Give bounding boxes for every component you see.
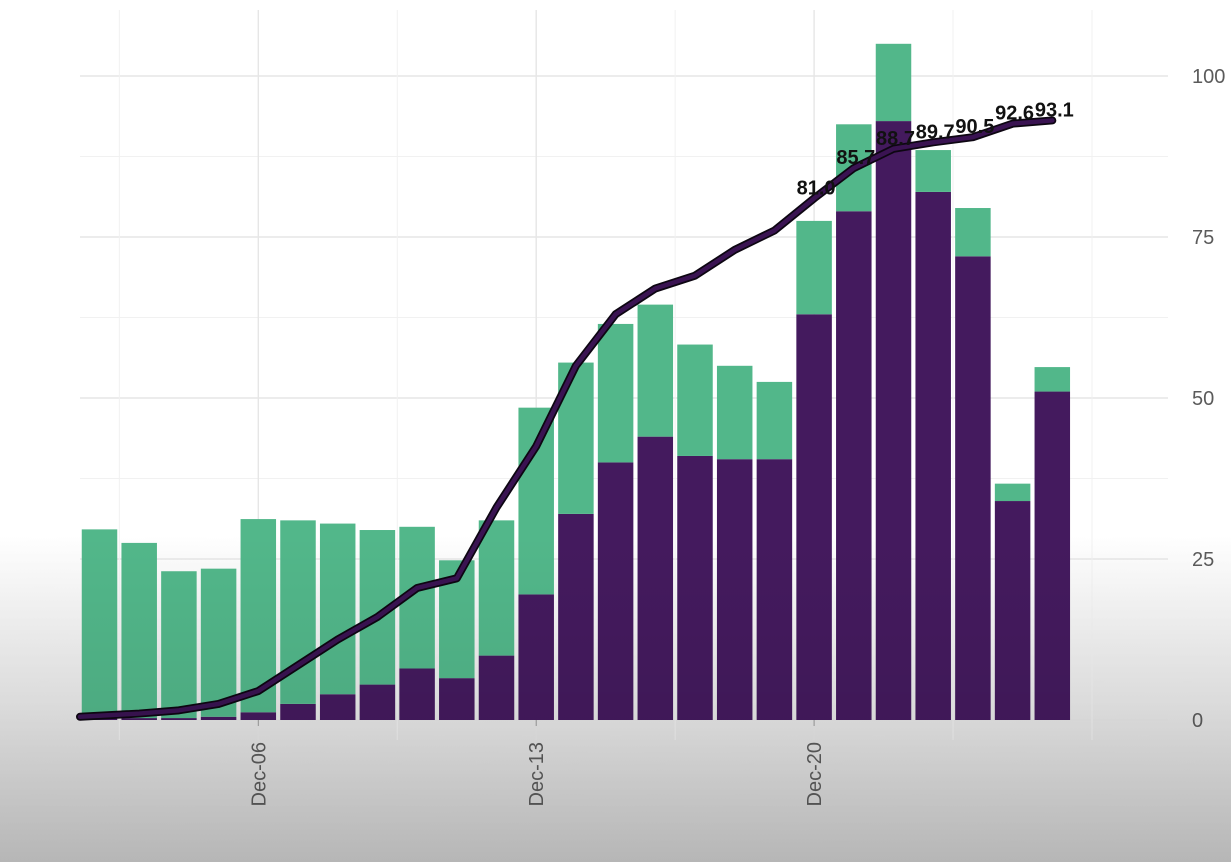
- y-tick-label: 25: [1192, 549, 1214, 571]
- x-tick-label: Dec-13: [526, 742, 548, 806]
- y-tick-label: 0: [1192, 710, 1203, 732]
- x-tick-label: Dec-20: [804, 742, 826, 806]
- bar-segment-upper: [81, 529, 118, 719]
- bar-segment-lower: [994, 501, 1031, 720]
- bar-segment-upper: [756, 381, 793, 460]
- y-tick-label: 75: [1192, 227, 1214, 249]
- bar-segment-lower: [200, 716, 237, 720]
- bar-segment-upper: [1034, 367, 1071, 392]
- bar-segment-lower: [756, 459, 793, 720]
- data-label: 90.5: [955, 116, 994, 138]
- data-label: 92.6: [995, 103, 1034, 125]
- bar-segment-lower: [796, 314, 832, 720]
- bar-segment-lower: [399, 668, 435, 720]
- bar-segment-lower: [121, 718, 157, 720]
- bar-segment-upper: [200, 568, 237, 717]
- data-label: 88.7: [876, 128, 915, 150]
- bar-segment-lower: [161, 718, 197, 720]
- bar-segment-lower: [915, 191, 951, 721]
- bar-segment-upper: [915, 150, 951, 192]
- x-tick-label: Dec-06: [248, 742, 270, 806]
- data-label: 93.1: [1035, 99, 1074, 121]
- bar-segment-upper: [121, 542, 157, 719]
- y-tick-label: 50: [1192, 388, 1214, 410]
- bar-segment-upper: [955, 208, 991, 257]
- bar-segment-lower: [558, 513, 594, 720]
- bar-segment-lower: [836, 211, 872, 721]
- bar-segment-lower: [597, 462, 634, 720]
- bar-segment-upper: [478, 520, 515, 656]
- bar-segment-lower: [359, 684, 396, 720]
- bar-segment-lower: [478, 655, 515, 720]
- bar-segment-upper: [716, 365, 753, 460]
- bar-segment-lower: [518, 594, 554, 720]
- bar-segment-upper: [677, 344, 713, 456]
- bar-segment-lower: [280, 703, 316, 720]
- data-label: 89.7: [916, 121, 955, 143]
- bar-segment-lower: [677, 455, 713, 720]
- bar-segment-upper: [161, 571, 197, 719]
- bar-segment-lower: [875, 121, 912, 720]
- y-tick-label: 100: [1192, 66, 1225, 88]
- data-label: 81.0: [797, 177, 836, 199]
- data-label: 85.7: [836, 147, 875, 169]
- bar-segment-lower: [716, 459, 753, 720]
- bar-segment-upper: [319, 523, 356, 695]
- bar-segment-lower: [1034, 391, 1071, 720]
- bar-segment-upper: [518, 407, 554, 595]
- bar-segment-lower: [240, 712, 277, 720]
- bar-segment-lower: [637, 436, 674, 720]
- bar-segment-upper: [994, 483, 1031, 502]
- bar-segment-upper: [637, 304, 674, 437]
- bar-segment-upper: [796, 220, 832, 315]
- bar-segment-lower: [955, 256, 991, 720]
- bar-segment-upper: [875, 43, 912, 122]
- bar-segment-lower: [439, 678, 475, 720]
- bar-segment-lower: [319, 694, 356, 720]
- bar-segment-upper: [597, 323, 634, 463]
